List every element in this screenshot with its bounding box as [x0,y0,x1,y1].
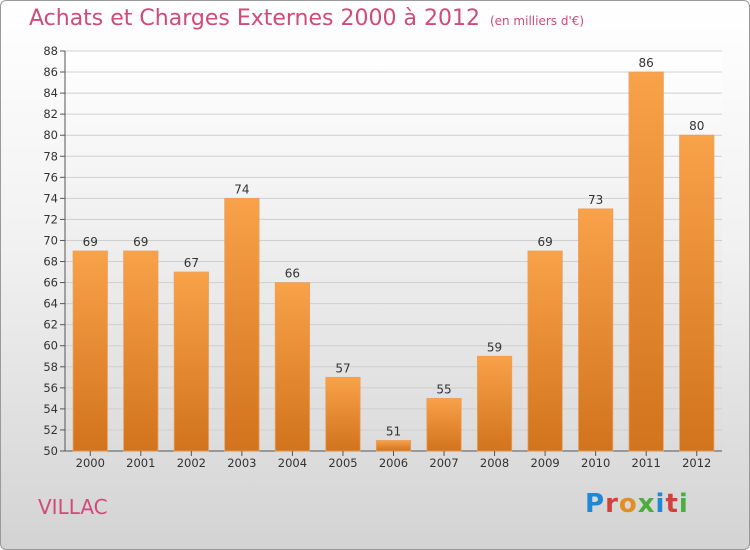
bar [628,71,664,452]
bar-value-label: 69 [83,235,98,249]
bar [123,250,159,452]
bar-value-label: 66 [285,267,300,281]
x-tick-label: 2001 [126,456,155,470]
bar-value-label: 67 [184,256,199,270]
logo-letter: o [618,489,638,519]
x-tick-label: 2003 [227,456,256,470]
logo-letter: t [665,489,679,519]
x-tick-label: 2010 [581,456,610,470]
y-tick-label: 80 [43,128,58,142]
y-tick-label: 60 [43,339,58,353]
x-tick-label: 2005 [328,456,357,470]
bar [578,208,614,452]
y-tick-label: 56 [43,381,58,395]
bar [224,197,260,452]
y-tick-label: 78 [43,149,58,163]
y-tick-label: 54 [43,402,58,416]
x-tick-label: 2011 [632,456,661,470]
x-tick-label: 2007 [429,456,458,470]
bar [476,355,513,452]
y-tick-label: 86 [43,65,58,79]
y-tick-label: 70 [43,233,58,247]
y-tick-label: 74 [43,191,58,205]
bar-value-label: 57 [335,361,350,375]
y-tick-label: 64 [43,297,58,311]
y-tick-label: 88 [43,44,58,58]
y-tick-label: 58 [43,360,58,374]
bar-value-label: 73 [588,193,603,207]
bar-value-label: 80 [689,119,704,133]
x-tick-label: 2004 [278,456,307,470]
bar [173,271,209,452]
logo-letter: P [585,489,606,519]
bar-value-label: 59 [487,340,502,354]
chart-subtitle: (en milliers d'€) [489,14,585,28]
y-tick-label: 82 [43,107,58,121]
y-tick-label: 50 [43,444,58,458]
y-tick-label: 68 [43,255,58,269]
bar [72,250,108,452]
logo-letter: r [605,489,619,519]
x-tick-label: 2006 [379,456,408,470]
bar [274,282,311,452]
plot-area [65,51,722,451]
x-tick-label: 2012 [682,456,711,470]
chart-title: Achats et Charges Externes 2000 à 2012 (e… [29,6,584,31]
y-tick-label: 84 [43,86,58,100]
logo-letter: i [678,489,689,519]
bar [375,440,412,452]
x-tick-label: 2008 [480,456,509,470]
y-tick-label: 62 [43,318,58,332]
bar-value-label: 51 [386,424,401,438]
bar-value-label: 86 [639,56,654,70]
bar [679,134,715,452]
bar-value-label: 69 [133,235,148,249]
bar-value-label: 55 [436,382,451,396]
bar-value-label: 69 [537,235,552,249]
commune-name: VILLAC [38,495,108,519]
y-tick-label: 66 [43,276,58,290]
y-tick-label: 72 [43,212,58,226]
x-tick-label: 2002 [177,456,206,470]
bar [325,376,361,452]
bar [426,397,462,452]
bar-value-label: 74 [234,182,249,196]
bar [527,250,563,452]
y-tick-label: 76 [43,170,58,184]
logo-letter: i [655,489,666,519]
proxiti-logo: Proxiti [585,489,689,519]
chart-title-text: Achats et Charges Externes 2000 à 2012 [29,6,480,31]
y-tick-label: 52 [43,423,58,437]
x-tick-label: 2009 [530,456,559,470]
x-tick-label: 2000 [76,456,105,470]
logo-letter: x [637,489,656,519]
